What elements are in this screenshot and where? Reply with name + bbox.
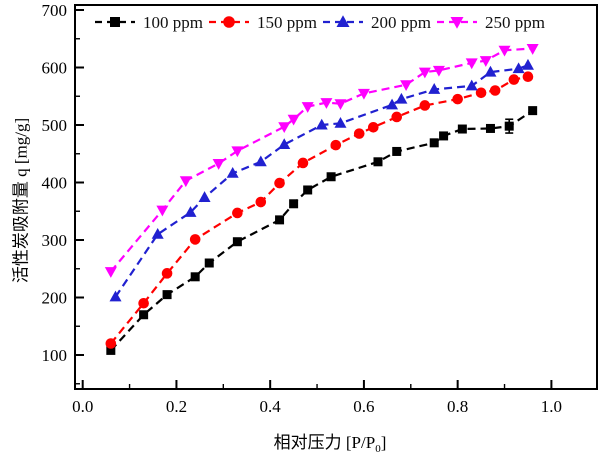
- plot-box: [74, 4, 598, 390]
- x-tick-label: 1.0: [541, 397, 562, 416]
- x-tick-label: 0.0: [72, 397, 93, 416]
- series-line: [109, 47, 533, 273]
- x-tick-label: 0.2: [166, 397, 187, 416]
- x-axis-title-subscript: 0: [375, 443, 381, 455]
- y-tick-label: 400: [42, 174, 68, 193]
- axis-ticks: 0.0 0.2 0.4 0.6 0.8 1.0 100 200 300 400 500 600 700: [42, 1, 563, 416]
- series-150-ppm: [105, 71, 534, 349]
- legend-label: 150 ppm: [257, 13, 317, 32]
- legend: 100 ppm 150 ppm 200 ppm 250 ppm: [95, 13, 545, 32]
- x-tick-label: 0.8: [447, 397, 468, 416]
- y-tick-label: 200: [42, 289, 68, 308]
- series-line: [109, 109, 534, 352]
- legend-item-150-ppm: 150 ppm: [209, 13, 317, 32]
- y-tick-label: 700: [42, 1, 68, 20]
- y-axis-title: 活性炭吸附量 q [mg/g]: [7, 11, 32, 391]
- error-bar: [505, 118, 514, 134]
- legend-label: 200 ppm: [371, 13, 431, 32]
- y-tick-label: 300: [42, 231, 68, 250]
- x-tick-label: 0.6: [353, 397, 374, 416]
- legend-item-100-ppm: 100 ppm: [95, 13, 203, 32]
- y-tick-label: 100: [42, 346, 68, 365]
- legend-item-200-ppm: 200 ppm: [323, 13, 431, 32]
- series-line: [114, 64, 529, 298]
- x-axis-title-text: 相对压力 [P/P0]: [273, 433, 387, 455]
- series-100-ppm: [106, 106, 538, 355]
- x-axis-title: 相对压力 [P/P0]: [0, 428, 600, 455]
- y-axis-title-text: 活性炭吸附量 q [mg/g]: [11, 117, 31, 284]
- series-200-ppm: [109, 58, 534, 302]
- legend-item-250-ppm: 250 ppm: [437, 13, 545, 32]
- series-250-ppm: [104, 44, 539, 278]
- y-tick-label: 600: [42, 59, 68, 78]
- legend-label: 100 ppm: [143, 13, 203, 32]
- x-tick-label: 0.4: [260, 397, 282, 416]
- series-line: [109, 75, 529, 345]
- y-tick-label: 500: [42, 116, 68, 135]
- legend-label: 250 ppm: [485, 13, 545, 32]
